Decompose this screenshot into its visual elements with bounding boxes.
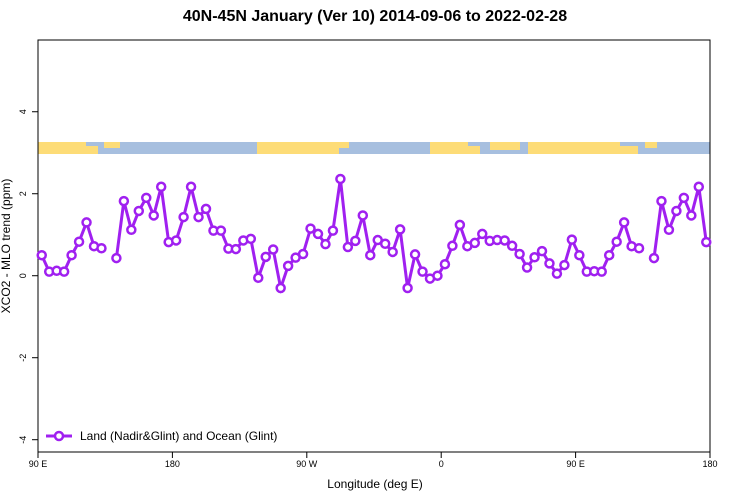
land-ocean-strip (38, 142, 710, 154)
data-point (551, 268, 563, 279)
data-point (170, 235, 182, 246)
data-point (111, 252, 122, 264)
x-tick-label: 90 W (296, 459, 318, 469)
data-point (297, 248, 309, 260)
data-point (275, 282, 286, 294)
data-point (96, 243, 107, 254)
data-point (603, 249, 615, 261)
data-point (133, 205, 145, 217)
data-point (312, 228, 324, 240)
legend-marker (53, 430, 65, 442)
data-point (245, 233, 257, 245)
data-point (656, 195, 667, 207)
data-point (409, 249, 421, 260)
data-point (566, 234, 578, 245)
data-point (335, 173, 346, 185)
y-tick-label: -2 (18, 354, 28, 362)
data-point (81, 217, 92, 228)
data-point (477, 228, 488, 240)
data-point (178, 211, 189, 223)
x-tick-label: 0 (439, 459, 444, 469)
data-point (402, 282, 413, 294)
data-point (253, 272, 264, 284)
data-point (574, 249, 585, 261)
data-point (36, 249, 47, 261)
legend-label: Land (Nadir&Glint) and Ocean (Glint) (80, 429, 277, 443)
data-point (536, 245, 548, 257)
y-axis-label: XCO2 - MLO trend (ppm) (0, 179, 13, 314)
data-point (499, 235, 510, 246)
data-point (185, 181, 197, 193)
data-point (454, 219, 466, 231)
data-point (155, 181, 167, 193)
data-point (469, 237, 481, 249)
y-tick-label: 0 (18, 273, 28, 278)
data-point (596, 266, 607, 277)
x-tick-label: 90 E (29, 459, 48, 469)
data-point (282, 260, 294, 272)
data-point (701, 236, 712, 248)
y-tick-label: 4 (18, 109, 28, 114)
data-point (365, 249, 376, 261)
x-tick-label: 180 (165, 459, 180, 469)
data-point (327, 225, 339, 236)
x-axis-label: Longitude (deg E) (327, 477, 422, 491)
data-point (559, 259, 570, 271)
x-tick-label: 180 (702, 459, 717, 469)
y-tick-label: 2 (18, 191, 28, 196)
data-point (686, 210, 697, 221)
data-point (379, 238, 391, 249)
data-point (417, 266, 428, 277)
data-point (126, 224, 137, 236)
data-point (678, 192, 690, 204)
data-point (230, 243, 242, 255)
data-point (267, 244, 279, 255)
y-tick-label: -4 (18, 436, 28, 444)
data-point (648, 252, 660, 264)
data-point (544, 258, 555, 269)
data-point (633, 243, 645, 254)
data-point (693, 181, 705, 193)
data-point (514, 248, 525, 260)
data-point (663, 224, 675, 236)
data-point (141, 192, 152, 204)
data-point (439, 258, 451, 270)
data-point (506, 240, 518, 252)
data-point (342, 241, 354, 253)
data-point (432, 270, 443, 281)
data-point (58, 266, 70, 277)
data-point (394, 224, 406, 235)
data-point (320, 238, 331, 250)
plot-frame (37, 39, 711, 453)
chart-title: 40N-45N January (Ver 10) 2014-09-06 to 2… (183, 8, 567, 25)
data-point (387, 246, 398, 258)
data-point (66, 249, 77, 261)
data-point (611, 236, 622, 247)
data-point (148, 210, 159, 221)
data-point (118, 195, 130, 207)
data-point (350, 235, 361, 247)
data-point (357, 210, 369, 221)
data-point (200, 203, 212, 215)
data-point (529, 252, 540, 263)
data-point (671, 205, 682, 217)
data-point (193, 211, 204, 223)
data-point (260, 251, 271, 263)
data-point (215, 225, 227, 236)
data-point (618, 217, 630, 228)
data-point (305, 223, 316, 234)
data-point (521, 262, 533, 273)
data-point (447, 240, 458, 252)
x-tick-label: 90 E (566, 459, 585, 469)
data-point (73, 236, 85, 247)
